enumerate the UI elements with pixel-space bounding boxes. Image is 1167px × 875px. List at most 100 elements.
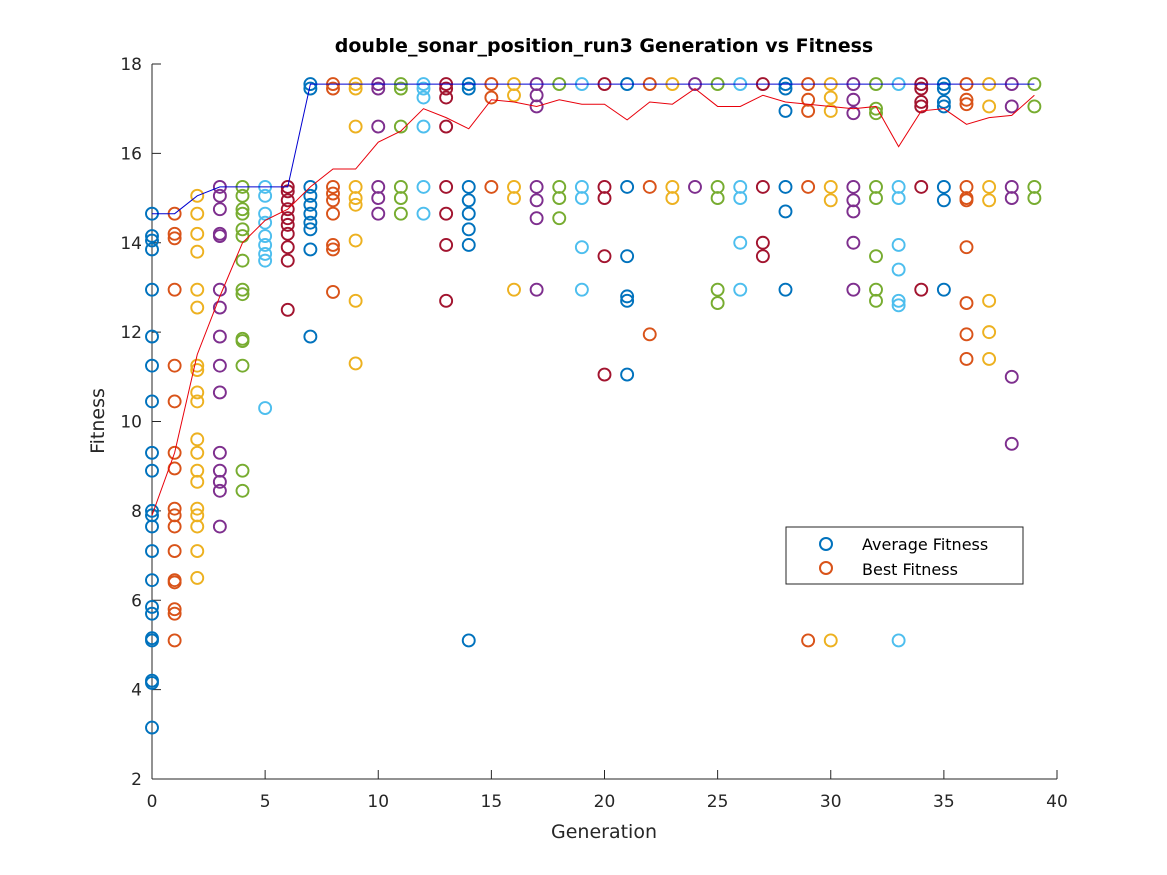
scatter-point <box>959 296 974 311</box>
scatter-point <box>507 179 521 194</box>
scatter-point <box>190 445 205 460</box>
scatter-point <box>212 385 227 400</box>
scatter-point <box>190 432 205 447</box>
scatter-point <box>303 188 318 203</box>
scatter-point <box>212 358 227 373</box>
scatter-point <box>348 191 363 206</box>
plot-axes: 0 5 10 15 20 25 30 35 40 2 4 6 8 10 12 14 16 18 <box>120 55 1067 812</box>
scatter-point <box>642 327 657 342</box>
y-tick-label: 16 <box>120 144 142 164</box>
scatter-point <box>280 240 295 255</box>
scatter-point <box>280 226 295 241</box>
scatter-point <box>348 81 363 96</box>
scatter-point <box>145 329 159 344</box>
scatter-point <box>348 179 363 194</box>
scatter-point <box>348 356 363 371</box>
scatter-point <box>439 119 454 134</box>
scatter-point <box>823 90 838 105</box>
scatter-point <box>914 81 929 96</box>
scatter-point <box>145 633 159 648</box>
scatter-point <box>348 233 363 248</box>
scatter-point <box>190 570 205 585</box>
scatter-point <box>326 284 340 299</box>
scatter-point <box>439 206 454 221</box>
scatter-point <box>371 81 386 96</box>
y-tick-label: 6 <box>131 591 142 611</box>
scatter-point <box>371 206 386 221</box>
scatter-point <box>212 463 227 478</box>
scatter-point <box>620 249 635 264</box>
scatter-point <box>167 544 182 559</box>
scatter-point <box>212 329 227 344</box>
scatter-point <box>959 327 974 342</box>
scatter-point <box>914 179 929 194</box>
scatter-point <box>959 351 974 366</box>
scatter-point <box>688 179 702 194</box>
scatter-point <box>371 179 386 194</box>
scatter-point <box>959 240 974 255</box>
scatter-point <box>145 720 159 735</box>
scatter-point <box>823 193 838 208</box>
scatter-point <box>371 119 386 134</box>
scatter-point <box>869 249 883 264</box>
scatter-point <box>303 206 318 221</box>
scatter-point <box>936 282 951 297</box>
scatter-point <box>212 202 227 217</box>
scatter-point <box>461 81 476 96</box>
scatter-point <box>1027 191 1042 206</box>
x-tick-label: 0 <box>147 792 158 812</box>
scatter-point <box>326 206 340 221</box>
scatter-point <box>552 191 567 206</box>
scatter-point <box>823 179 838 194</box>
scatter-point <box>258 188 273 203</box>
scatter-point <box>167 575 182 590</box>
scatter-point <box>190 358 205 373</box>
scatter-point <box>982 325 997 340</box>
legend: Average Fitness Best Fitness <box>785 526 1024 585</box>
scatter-point <box>891 238 906 252</box>
scatter-point <box>167 501 182 516</box>
scatter-point <box>416 81 431 96</box>
scatter-point <box>778 103 793 118</box>
scatter-point <box>891 191 906 206</box>
scatter-point <box>393 179 408 194</box>
scatter-point <box>461 222 476 237</box>
scatter-point <box>303 81 318 96</box>
scatter-point <box>303 197 318 212</box>
scatter-point <box>167 602 182 617</box>
scatter-point <box>869 282 883 297</box>
scatter-point <box>529 211 544 226</box>
scatter-point <box>258 246 273 261</box>
scatter-point <box>982 179 997 194</box>
scatter-point <box>280 217 295 232</box>
scatter-point <box>484 179 499 194</box>
average-fitness-line <box>151 87 1035 516</box>
y-tick-label: 10 <box>120 413 142 433</box>
scatter-point <box>1004 99 1019 114</box>
scatter-point <box>552 179 567 194</box>
scatter-point <box>235 334 250 349</box>
scatter-point <box>167 519 182 534</box>
scatter-point <box>212 483 227 498</box>
scatter-point <box>190 244 205 259</box>
scatter-point <box>552 211 567 226</box>
scatter-point <box>190 206 205 221</box>
scatter-point <box>145 600 159 614</box>
scatter-point <box>190 519 205 534</box>
scatter-point <box>982 293 997 308</box>
scatter-point <box>190 474 205 489</box>
scatter-point <box>145 544 159 559</box>
scatter-point <box>326 186 340 201</box>
scatter-point <box>145 503 159 518</box>
scatter-point <box>439 238 454 252</box>
scatter-point <box>620 367 635 382</box>
scatter-point <box>574 191 589 206</box>
scatter-point <box>914 99 929 114</box>
scatter-point <box>167 282 182 297</box>
legend-label-average: Average Fitness <box>862 535 988 554</box>
scatter-point <box>891 293 906 308</box>
y-tick-label: 4 <box>131 681 142 701</box>
x-tick-label: 10 <box>367 792 389 812</box>
y-tick-label: 14 <box>120 234 142 254</box>
